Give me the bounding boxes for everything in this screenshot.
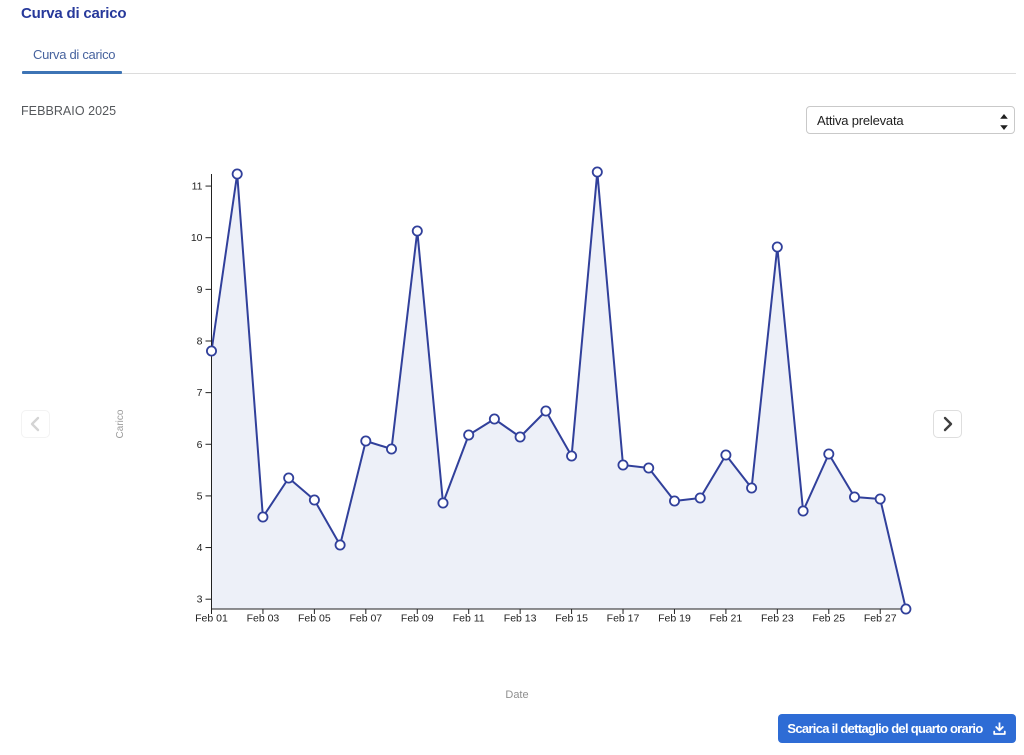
svg-text:Feb 01: Feb 01 bbox=[195, 613, 228, 625]
svg-text:Feb 19: Feb 19 bbox=[658, 613, 691, 625]
svg-text:Date: Date bbox=[505, 689, 528, 701]
svg-text:Feb 15: Feb 15 bbox=[555, 613, 588, 625]
svg-text:9: 9 bbox=[197, 284, 203, 296]
svg-text:Feb 21: Feb 21 bbox=[710, 613, 743, 625]
svg-text:Feb 17: Feb 17 bbox=[607, 613, 640, 625]
svg-text:Feb 23: Feb 23 bbox=[761, 613, 794, 625]
svg-text:6: 6 bbox=[197, 439, 203, 451]
svg-text:Feb 13: Feb 13 bbox=[504, 613, 537, 625]
svg-text:4: 4 bbox=[197, 542, 203, 554]
svg-text:Feb 05: Feb 05 bbox=[298, 613, 331, 625]
svg-text:8: 8 bbox=[197, 335, 203, 347]
svg-text:Carico: Carico bbox=[115, 409, 126, 438]
svg-text:Feb 11: Feb 11 bbox=[453, 613, 485, 625]
svg-text:Feb 27: Feb 27 bbox=[864, 613, 897, 625]
svg-text:5: 5 bbox=[197, 490, 203, 502]
svg-text:Feb 07: Feb 07 bbox=[349, 613, 382, 625]
svg-text:7: 7 bbox=[197, 387, 203, 399]
svg-text:Feb 25: Feb 25 bbox=[812, 613, 845, 625]
svg-text:11: 11 bbox=[192, 181, 203, 193]
svg-text:10: 10 bbox=[191, 232, 203, 244]
svg-text:Feb 09: Feb 09 bbox=[401, 613, 434, 625]
svg-text:3: 3 bbox=[197, 594, 203, 606]
svg-text:Feb 03: Feb 03 bbox=[247, 613, 280, 625]
